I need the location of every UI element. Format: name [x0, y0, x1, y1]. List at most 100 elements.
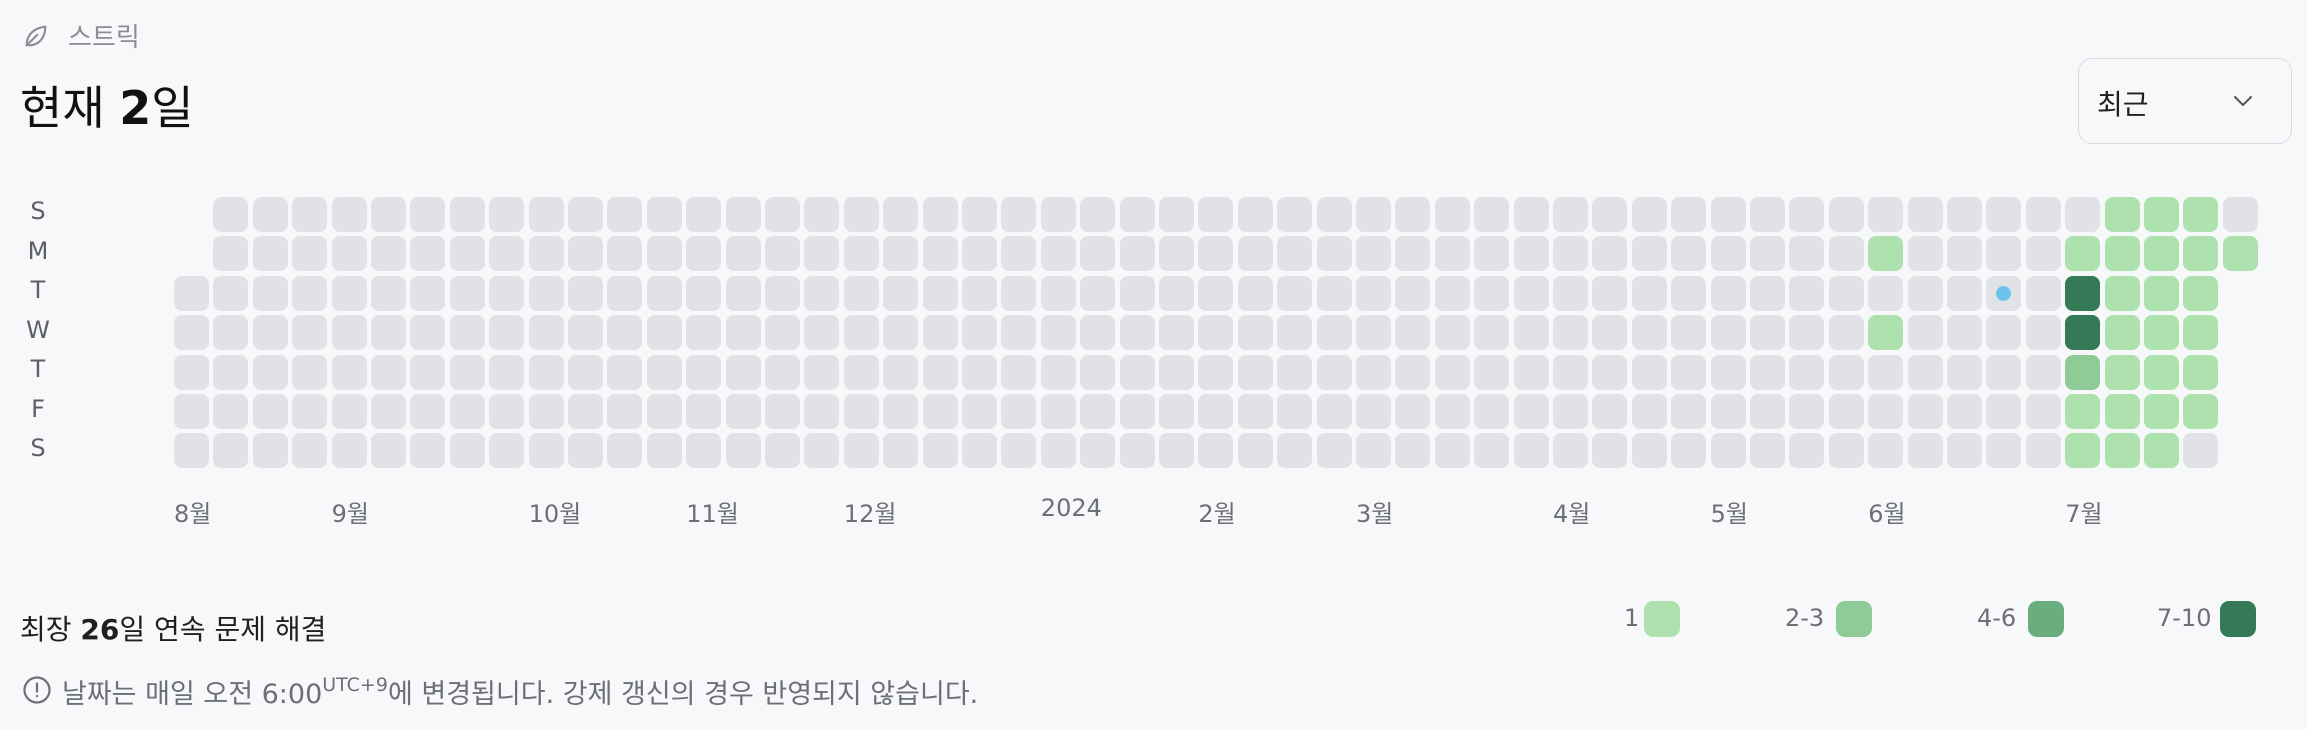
day-cell[interactable] [1119, 236, 1155, 272]
day-cell[interactable] [174, 394, 209, 429]
day-cell[interactable] [646, 433, 682, 469]
day-cell[interactable] [213, 394, 249, 429]
day-cell[interactable] [1513, 236, 1549, 272]
day-cell[interactable] [1434, 354, 1470, 390]
day-cell[interactable] [1159, 275, 1194, 311]
day-cell[interactable] [765, 433, 800, 469]
day-cell[interactable] [646, 315, 682, 351]
day-cell[interactable] [2144, 354, 2179, 390]
day-cell[interactable] [1631, 275, 1667, 311]
day-cell[interactable] [1671, 236, 1707, 272]
day-cell[interactable] [489, 394, 525, 429]
day-cell[interactable] [1789, 315, 1825, 351]
day-cell[interactable] [252, 433, 288, 469]
day-cell[interactable] [449, 275, 485, 311]
day-cell[interactable] [2144, 394, 2179, 429]
day-cell[interactable] [1040, 197, 1076, 232]
day-cell[interactable] [1986, 236, 2022, 272]
day-cell[interactable] [1868, 275, 1904, 311]
day-cell[interactable] [1947, 315, 1982, 351]
day-cell[interactable] [1671, 394, 1707, 429]
day-cell[interactable] [1001, 433, 1037, 469]
day-cell[interactable] [1474, 275, 1510, 311]
day-cell[interactable] [1198, 394, 1234, 429]
day-cell[interactable] [1750, 315, 1785, 351]
day-cell[interactable] [1789, 236, 1825, 272]
day-cell[interactable] [843, 433, 879, 469]
day-cell[interactable] [922, 394, 958, 429]
day-cell[interactable] [568, 354, 603, 390]
day-cell[interactable] [449, 197, 485, 232]
day-cell[interactable] [331, 275, 367, 311]
day-cell[interactable] [331, 433, 367, 469]
day-cell[interactable] [1237, 354, 1273, 390]
day-cell[interactable] [174, 354, 209, 390]
day-cell[interactable] [410, 394, 446, 429]
day-cell[interactable] [489, 197, 525, 232]
day-cell[interactable] [804, 394, 840, 429]
day-cell[interactable] [292, 236, 328, 272]
day-cell[interactable] [292, 354, 328, 390]
day-cell[interactable] [252, 197, 288, 232]
day-cell[interactable] [2183, 354, 2219, 390]
day-cell[interactable] [1986, 315, 2022, 351]
day-cell[interactable] [1513, 433, 1549, 469]
day-cell[interactable] [1474, 315, 1510, 351]
day-cell[interactable] [1159, 394, 1194, 429]
day-cell[interactable] [1001, 315, 1037, 351]
day-cell[interactable] [1710, 433, 1746, 469]
day-cell[interactable] [213, 197, 249, 232]
day-cell[interactable] [1553, 275, 1588, 311]
day-cell[interactable] [725, 197, 761, 232]
day-cell[interactable] [962, 433, 997, 469]
day-cell[interactable] [2104, 275, 2140, 311]
day-cell[interactable] [962, 394, 997, 429]
day-cell[interactable] [686, 315, 722, 351]
day-cell[interactable] [174, 275, 209, 311]
day-cell[interactable] [252, 394, 288, 429]
day-cell[interactable] [607, 433, 643, 469]
day-cell[interactable] [1395, 394, 1431, 429]
day-cell[interactable] [1434, 394, 1470, 429]
day-cell[interactable] [1159, 354, 1194, 390]
day-cell[interactable] [883, 236, 919, 272]
day-cell[interactable] [2183, 433, 2219, 469]
day-cell[interactable] [1434, 315, 1470, 351]
day-cell[interactable] [1631, 433, 1667, 469]
day-cell[interactable] [449, 315, 485, 351]
day-cell[interactable] [804, 354, 840, 390]
day-cell[interactable] [922, 315, 958, 351]
day-cell[interactable] [765, 236, 800, 272]
day-cell[interactable] [2104, 394, 2140, 429]
day-cell[interactable] [371, 236, 406, 272]
day-cell[interactable] [962, 236, 997, 272]
day-cell[interactable] [1277, 315, 1313, 351]
day-cell[interactable] [804, 197, 840, 232]
day-cell[interactable] [568, 236, 603, 272]
day-cell[interactable] [1907, 394, 1943, 429]
day-cell[interactable] [843, 275, 879, 311]
day-cell[interactable] [252, 315, 288, 351]
day-cell[interactable] [1947, 275, 1982, 311]
day-cell[interactable] [1237, 197, 1273, 232]
day-cell[interactable] [883, 433, 919, 469]
day-cell[interactable] [213, 275, 249, 311]
day-cell[interactable] [1631, 315, 1667, 351]
day-cell[interactable] [2144, 197, 2179, 232]
day-cell[interactable] [1395, 197, 1431, 232]
day-cell[interactable] [1907, 236, 1943, 272]
day-cell[interactable] [843, 394, 879, 429]
day-cell[interactable] [1789, 275, 1825, 311]
day-cell[interactable] [686, 433, 722, 469]
day-cell[interactable] [292, 275, 328, 311]
day-cell[interactable] [1671, 433, 1707, 469]
day-cell[interactable] [765, 394, 800, 429]
day-cell[interactable] [922, 197, 958, 232]
day-cell[interactable] [1553, 394, 1588, 429]
day-cell[interactable] [1947, 197, 1982, 232]
day-cell[interactable] [1237, 315, 1273, 351]
day-cell[interactable] [2104, 197, 2140, 232]
day-cell[interactable] [213, 236, 249, 272]
day-cell[interactable] [1119, 315, 1155, 351]
day-cell[interactable] [1040, 275, 1076, 311]
